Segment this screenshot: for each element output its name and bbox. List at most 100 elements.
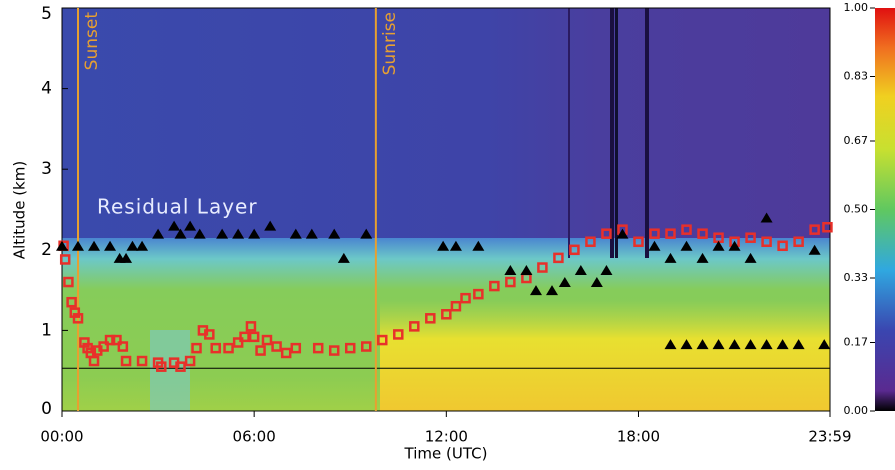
triangle-marker [680, 240, 693, 251]
square-marker [505, 276, 516, 288]
square-marker [377, 334, 388, 346]
triangle-marker [152, 228, 165, 239]
triangle-marker [808, 244, 821, 255]
square-marker [344, 342, 356, 354]
square-marker [809, 224, 820, 235]
square-marker [793, 236, 804, 247]
triangle-marker [744, 339, 757, 350]
square-marker [111, 334, 122, 346]
triangle-marker [184, 220, 197, 231]
triangle-marker [72, 240, 85, 251]
triangle-marker [696, 252, 709, 263]
triangle-marker [664, 339, 677, 350]
colorbar-tick-label: 0.33 [844, 271, 869, 284]
triangle-marker [744, 252, 757, 263]
triangle-marker [248, 228, 261, 239]
colorbar-tick-label: 1.00 [844, 1, 869, 14]
colorbar [875, 8, 895, 411]
square-marker [745, 232, 756, 243]
square-marker [204, 329, 215, 340]
triangle-marker [289, 228, 302, 239]
square-marker [120, 355, 132, 367]
triangle-marker [574, 264, 587, 275]
triangle-marker [664, 252, 677, 263]
triangle-marker [546, 285, 559, 296]
square-marker [156, 361, 167, 372]
x-axis-label: Time (UTC) [404, 445, 488, 463]
square-marker [255, 345, 266, 356]
square-marker [425, 313, 436, 324]
square-marker [585, 236, 596, 247]
square-marker [66, 296, 77, 308]
triangle-marker [449, 240, 462, 251]
triangle-marker [712, 339, 725, 350]
square-marker [361, 341, 372, 352]
triangle-marker [264, 220, 277, 231]
square-marker [328, 345, 340, 356]
triangle-marker [328, 228, 341, 239]
triangle-marker [696, 339, 709, 350]
triangle-marker [472, 240, 485, 251]
square-marker [210, 342, 221, 354]
square-marker [239, 331, 250, 343]
square-marker [822, 221, 833, 233]
y-tick-label: 1 [41, 320, 52, 340]
y-tick-label: 0 [41, 399, 52, 419]
square-marker [175, 361, 186, 372]
square-marker [665, 228, 676, 239]
square-marker [450, 300, 462, 312]
square-marker [117, 341, 129, 352]
y-tick-label: 4 [41, 79, 52, 99]
x-tick-label: 12:00 [425, 428, 468, 446]
square-marker [59, 254, 71, 265]
triangle-marker [136, 240, 149, 251]
triangle-marker [56, 240, 68, 251]
square-marker [681, 224, 692, 235]
square-marker [184, 355, 196, 367]
y-tick-label: 5 [41, 4, 52, 24]
square-marker [441, 309, 452, 320]
square-marker [88, 355, 100, 367]
triangle-marker [728, 339, 741, 350]
square-marker [223, 342, 234, 354]
square-marker [312, 342, 324, 354]
square-marker [63, 276, 74, 288]
square-marker [569, 244, 580, 256]
triangle-marker [616, 228, 629, 239]
square-marker [460, 292, 471, 304]
square-marker [248, 331, 260, 343]
triangle-marker [120, 252, 133, 263]
square-marker [245, 321, 257, 332]
square-marker [136, 355, 148, 367]
event-label: Sunset [82, 12, 102, 71]
triangle-marker [520, 264, 533, 275]
triangle-marker [88, 240, 101, 251]
triangle-marker [818, 339, 831, 350]
triangle-marker [590, 277, 603, 288]
triangle-marker [529, 285, 542, 296]
triangle-marker [437, 240, 450, 251]
square-marker [777, 240, 788, 252]
triangle-marker [126, 240, 139, 251]
square-marker [409, 321, 420, 332]
triangle-marker [600, 264, 613, 275]
x-tick-label: 06:00 [233, 428, 276, 446]
triangle-marker [712, 240, 725, 251]
y-tick-label: 3 [41, 159, 52, 179]
colorbar-tick-label: 0.50 [844, 203, 869, 216]
square-marker [697, 228, 708, 239]
triangle-marker [558, 277, 571, 288]
x-tick-label: 18:00 [617, 428, 660, 446]
x-tick-label: 00:00 [40, 428, 83, 446]
triangle-marker [193, 228, 206, 239]
triangle-marker [504, 264, 517, 275]
triangle-marker [305, 228, 318, 239]
colorbar-tick-label: 0.00 [844, 404, 869, 417]
triangle-marker [648, 240, 661, 251]
square-marker [191, 342, 202, 354]
square-marker [393, 329, 404, 340]
square-marker [98, 341, 109, 352]
square-marker [473, 288, 484, 300]
triangle-marker [216, 228, 229, 239]
